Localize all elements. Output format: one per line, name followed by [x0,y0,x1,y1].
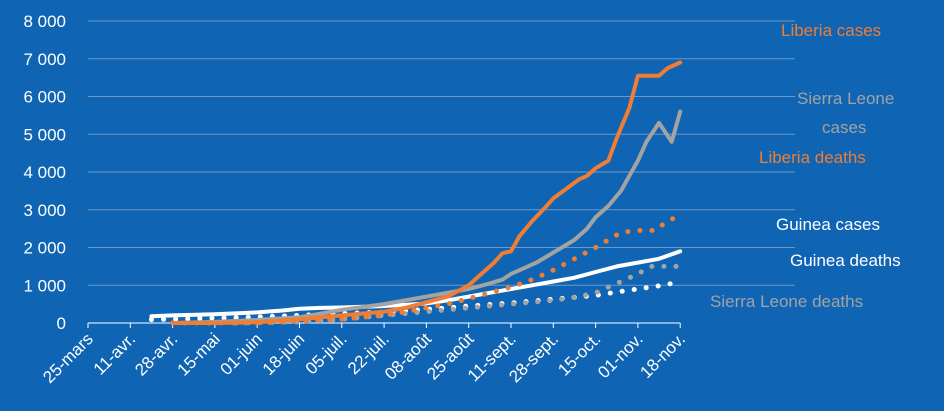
series-line-guinea-deaths [148,279,683,323]
label-guinea-cases: Guinea cases [776,215,880,234]
series-line-sierra-leone-deaths [233,263,683,326]
y-axis-ticks: 0 1 000 2 000 3 000 4 000 5 000 6 000 7 000 8 00… [23,12,66,333]
label-liberia-cases: Liberia cases [781,21,881,40]
y-tick-label: 3 000 [23,201,66,220]
x-tick-label: 01-juin [216,329,266,379]
x-tick-label: 18-juin [259,329,309,379]
label-sierra-leone-cases-line2: cases [822,118,866,137]
label-liberia-deaths: Liberia deaths [759,148,866,167]
x-tick-label: 28-avr. [131,329,181,379]
x-tick-label: 18-nov. [636,329,689,382]
x-tick-label: 15-mai [174,329,224,379]
y-tick-label: 2 000 [23,239,66,258]
y-tick-label: 5 000 [23,125,66,144]
y-tick-label: 0 [57,314,66,333]
series-line-guinea-cases [149,249,683,319]
x-axis-ticks: 25-mars11-avr.28-avr.15-mai01-juin18-jui… [39,329,689,387]
label-sierra-leone-cases-line1: Sierra Leone [797,89,894,108]
y-tick-label: 8 000 [23,12,66,31]
series-line-liberia-cases [170,60,683,325]
grid-layer [87,20,795,328]
y-tick-label: 7 000 [23,50,66,69]
label-sierra-leone-deaths: Sierra Leone deaths [710,292,863,311]
x-tick-label: 25-mars [39,329,97,387]
y-tick-label: 6 000 [23,88,66,107]
x-tick-label: 05-juil. [302,329,351,378]
x-tick-label: 11-avr. [90,329,139,378]
x-tick-label: 01-nov. [594,329,647,382]
y-tick-label: 1 000 [23,276,66,295]
series-layer [148,60,683,326]
series-line-sierra-leone-cases [170,109,683,325]
series-line-liberia-deaths [170,212,683,326]
label-guinea-deaths: Guinea deaths [790,251,901,270]
y-tick-label: 4 000 [23,163,66,182]
